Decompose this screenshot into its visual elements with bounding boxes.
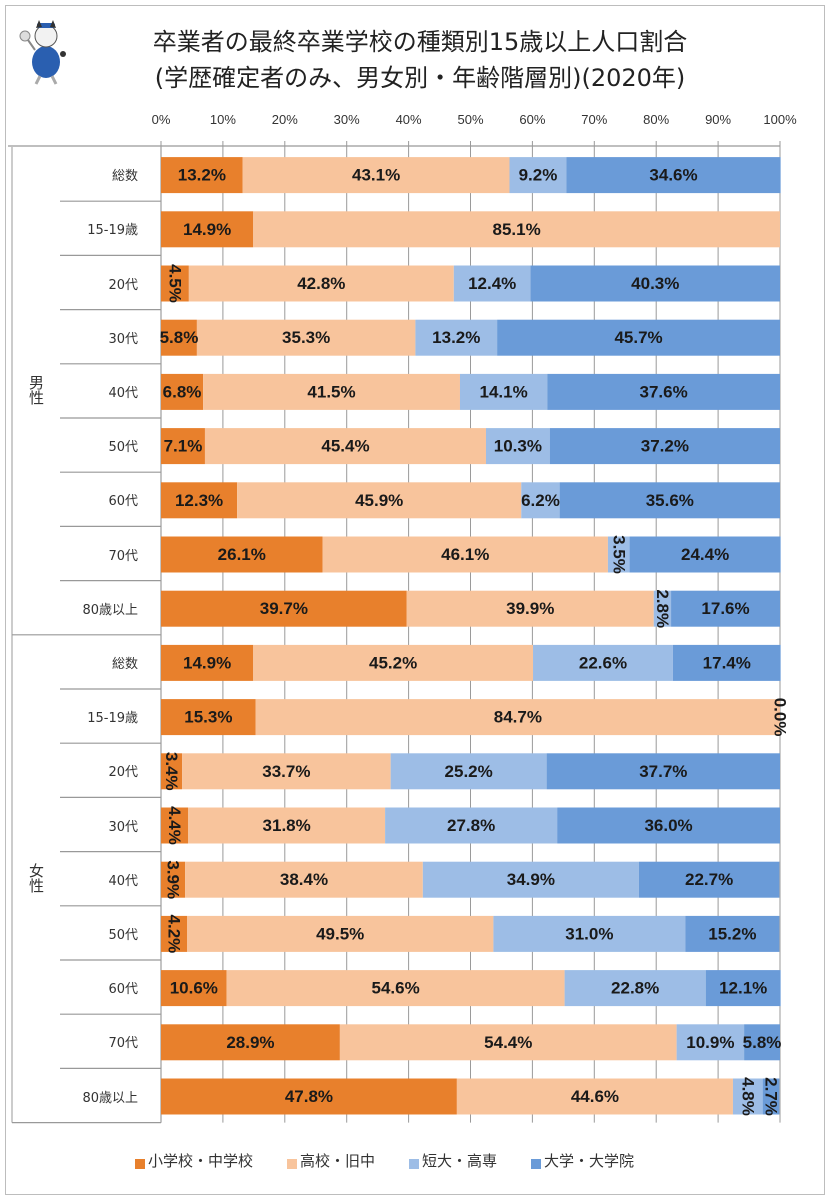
x-tick-label: 50% [457,112,484,127]
x-tick-label: 0% [151,112,171,127]
legend-swatch [287,1158,298,1169]
category-label: 80歳以上 [82,602,138,618]
legend-item: 高校・旧中 [287,1150,375,1171]
x-tick-label: 80% [643,112,670,127]
legend-swatch [531,1158,542,1169]
chart-subtitle: (学歴確定者のみ、男女別・年齢階層別)(2020年) [154,64,686,92]
x-tick-label: 60% [519,112,546,127]
group-label: 女性 [27,862,45,893]
category-label: 15-19歳 [87,223,138,239]
chart-title: 卒業者の最終卒業学校の種類別15歳以上人口割合 [152,28,688,56]
x-tick-label: 40% [395,112,422,127]
category-label: 30代 [108,819,138,835]
x-tick-label: 90% [705,112,732,127]
x-tick-label: 20% [271,112,298,127]
legend-item: 大学・大学院 [531,1150,634,1171]
legend-item: 小学校・中学校 [135,1150,253,1171]
legend-swatch [135,1158,145,1169]
category-label: 15-19歳 [87,711,138,727]
legend-label: 小学校・中学校 [148,1152,254,1170]
category-label: 40代 [108,873,138,889]
category-label: 20代 [108,765,138,781]
category-label: 50代 [108,927,138,943]
category-label: 70代 [108,548,138,564]
category-label: 50代 [108,440,138,456]
category-label: 60代 [108,494,138,510]
category-label: 20代 [108,277,138,293]
cat-mascot-icon [19,20,66,85]
x-tick-label: 70% [581,112,608,127]
x-tick-label: 100% [763,112,797,127]
category-label: 総数 [111,169,138,185]
category-label: 80歳以上 [82,1090,138,1106]
category-label: 60代 [108,982,138,998]
x-tick-label: 10% [209,112,236,127]
legend-label: 高校・旧中 [300,1152,376,1170]
category-label: 総数 [111,656,138,672]
group-label: 男性 [27,374,45,405]
x-tick-label: 30% [333,112,360,127]
legend: 小学校・中学校 高校・旧中 短大・高専 大学・大学院 [135,1150,634,1171]
category-label: 30代 [108,331,138,347]
legend-label: 大学・大学院 [544,1152,635,1170]
legend-item: 短大・高専 [409,1150,497,1171]
legend-swatch [409,1158,420,1169]
category-label: 70代 [108,1036,138,1052]
category-label: 40代 [108,385,138,401]
legend-label: 短大・高専 [422,1152,498,1170]
